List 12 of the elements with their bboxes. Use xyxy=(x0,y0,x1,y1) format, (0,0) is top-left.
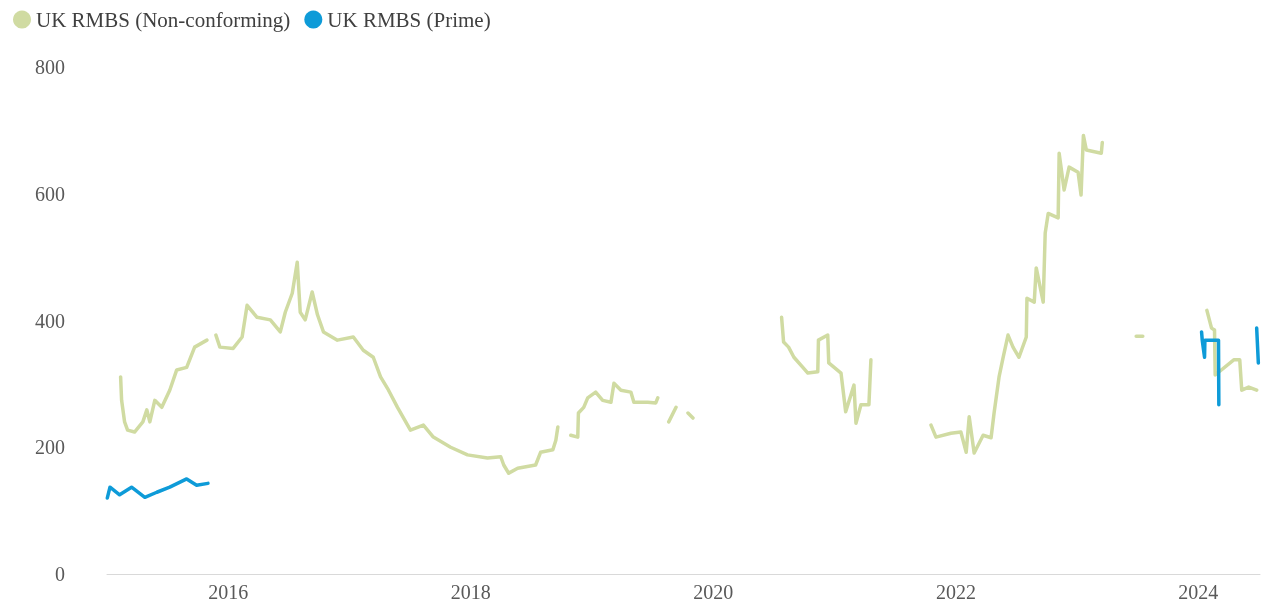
x-tick-label: 2020 xyxy=(693,581,734,603)
y-tick-label: 600 xyxy=(35,182,65,205)
y-tick-label: 800 xyxy=(35,56,65,78)
y-tick-label: 0 xyxy=(55,563,65,585)
x-tick-label: 2016 xyxy=(208,581,249,603)
y-tick-label: 400 xyxy=(35,309,65,332)
x-tick-label: 2024 xyxy=(1178,581,1219,603)
legend-label: UK RMBS (Prime) xyxy=(327,7,491,32)
y-tick-label: 200 xyxy=(35,436,65,459)
x-tick-label: 2018 xyxy=(450,581,491,603)
x-tick-label: 2022 xyxy=(935,581,976,603)
legend-label: UK RMBS (Non-conforming) xyxy=(36,7,291,32)
